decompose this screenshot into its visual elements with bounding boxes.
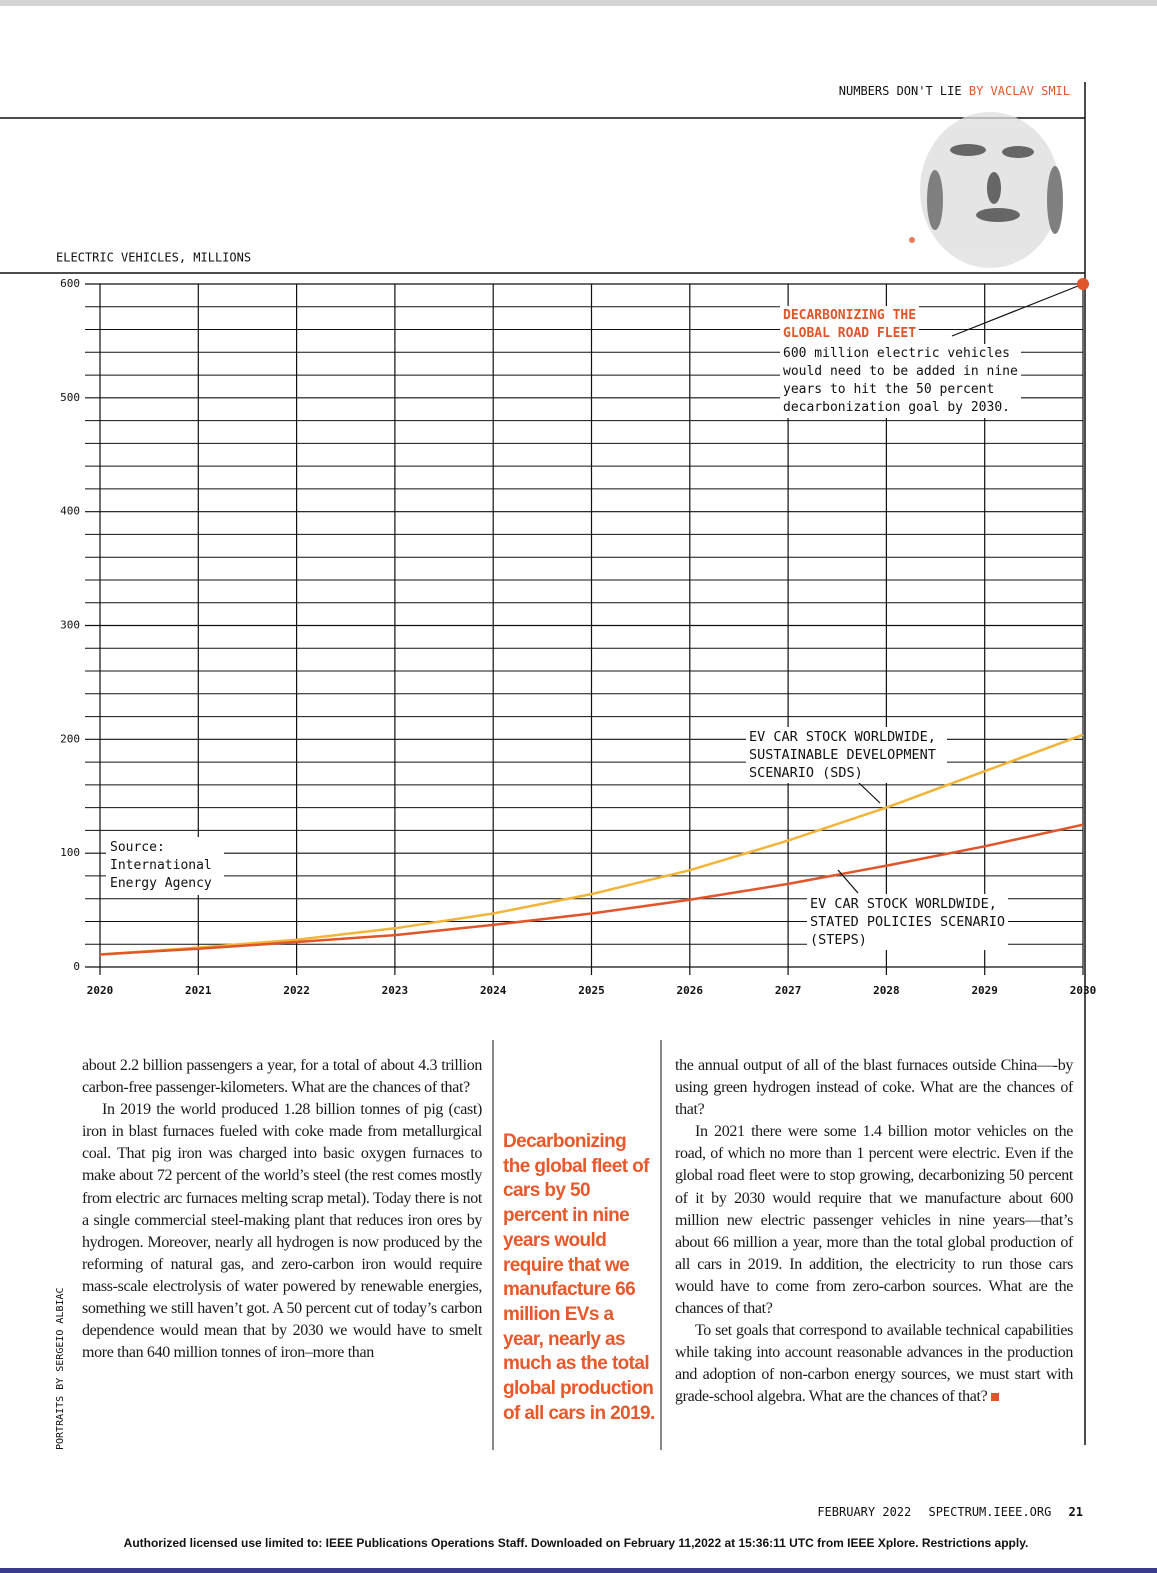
x-tick-label: 2029 bbox=[971, 984, 998, 997]
y-tick-label: 300 bbox=[60, 619, 80, 632]
series-line bbox=[99, 823, 1084, 956]
page-number: 21 bbox=[1069, 1505, 1083, 1519]
y-tick-label: 0 bbox=[73, 960, 80, 973]
source-note: Source: International Energy Agency bbox=[106, 837, 224, 895]
x-tick-label: 2030 bbox=[1070, 984, 1097, 997]
series-label: EV CAR STOCK WORLDWIDE, SUSTAINABLE DEVE… bbox=[746, 727, 948, 783]
y-tick-label: 600 bbox=[60, 277, 80, 290]
paragraph: To set goals that correspond to availabl… bbox=[675, 1320, 1073, 1408]
target-point bbox=[1077, 278, 1089, 290]
x-tick-label: 2024 bbox=[480, 984, 507, 997]
x-tick-label: 2026 bbox=[677, 984, 704, 997]
byline: BY VACLAV SMIL bbox=[969, 84, 1070, 98]
notice: Authorized licensed use limited to: IEEE… bbox=[124, 1536, 1029, 1550]
portrait bbox=[909, 112, 1063, 268]
top-bar bbox=[0, 0, 1157, 6]
column-right: the annual output of all of the blast fu… bbox=[675, 1055, 1073, 1409]
x-tick-label: 2025 bbox=[578, 984, 605, 997]
column-name: NUMBERS DON'T LIE bbox=[839, 84, 962, 98]
paragraph: In 2019 the world produced 1.28 billion … bbox=[82, 1101, 482, 1362]
y-tick-label: 500 bbox=[60, 391, 80, 404]
column-left: about 2.2 billion passengers a year, for… bbox=[82, 1055, 482, 1364]
credit: PORTRAITS BY SERGEIO ALBIAC bbox=[55, 1287, 66, 1450]
footer-site: SPECTRUM.IEEE.ORG bbox=[928, 1505, 1051, 1519]
end-mark bbox=[991, 1393, 1000, 1402]
paragraph: the annual output of all of the blast fu… bbox=[675, 1057, 1073, 1119]
x-tick-label: 2027 bbox=[775, 984, 802, 997]
footer-date: FEBRUARY 2022 bbox=[817, 1505, 911, 1519]
axis-title: ELECTRIC VEHICLES, MILLIONS bbox=[56, 251, 251, 265]
leader-line bbox=[837, 869, 859, 894]
x-tick-label: 2020 bbox=[87, 984, 114, 997]
y-tick-label: 200 bbox=[60, 732, 80, 745]
x-tick-label: 2023 bbox=[382, 984, 409, 997]
x-tick-label: 2028 bbox=[873, 984, 900, 997]
y-tick-label: 100 bbox=[60, 846, 80, 859]
paragraph: In 2021 there were some 1.4 billion moto… bbox=[675, 1123, 1073, 1318]
header: NUMBERS DON'T LIE BY VACLAV SMIL bbox=[839, 84, 1070, 98]
leader-line bbox=[951, 283, 1084, 337]
series-line bbox=[99, 733, 1084, 956]
paragraph: about 2.2 billion passengers a year, for… bbox=[82, 1057, 482, 1097]
target-note: 600 million electric vehicles would need… bbox=[780, 344, 1021, 418]
x-tick-label: 2021 bbox=[185, 984, 212, 997]
x-tick-label: 2022 bbox=[283, 984, 310, 997]
footer: FEBRUARY 2022 SPECTRUM.IEEE.ORG 21 bbox=[817, 1505, 1083, 1519]
bottom-bar bbox=[0, 1568, 1157, 1573]
leader-line bbox=[857, 781, 881, 804]
series-label: EV CAR STOCK WORLDWIDE, STATED POLICIES … bbox=[807, 894, 1009, 950]
pull-quote: Decarbonizing the global fleet of cars b… bbox=[503, 1131, 655, 1424]
y-tick-label: 400 bbox=[60, 505, 80, 518]
paragraph-text: To set goals that correspond to availabl… bbox=[675, 1322, 1073, 1406]
target-title: DECARBONIZING THE GLOBAL ROAD FLEET bbox=[780, 306, 920, 344]
